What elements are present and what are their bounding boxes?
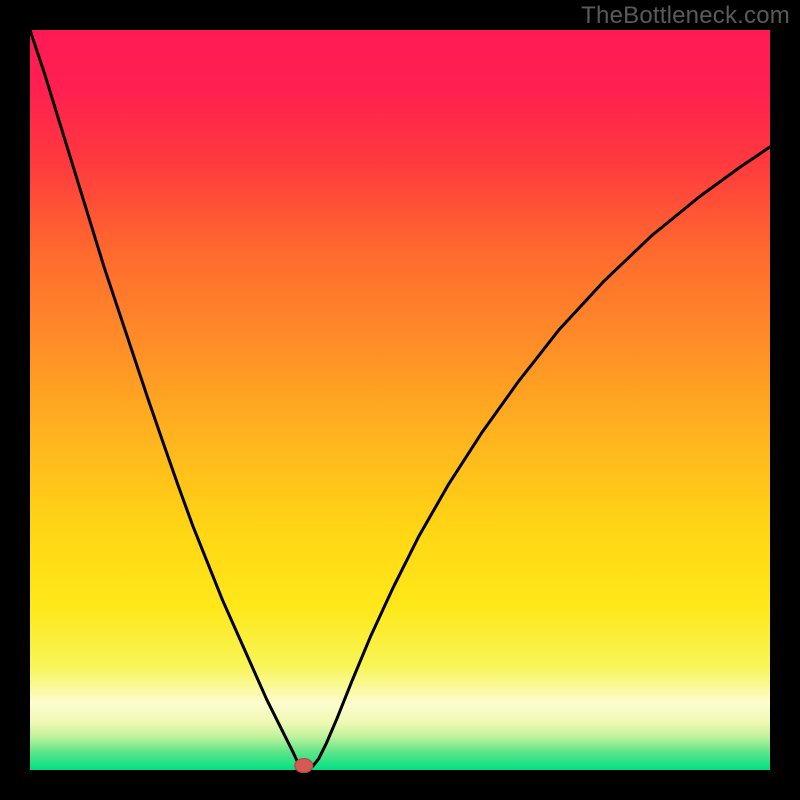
bottleneck-chart bbox=[0, 0, 800, 800]
plot-background bbox=[30, 30, 770, 770]
optimal-point-marker bbox=[295, 759, 313, 773]
watermark-text: TheBottleneck.com bbox=[581, 2, 790, 30]
chart-frame: TheBottleneck.com bbox=[0, 0, 800, 800]
